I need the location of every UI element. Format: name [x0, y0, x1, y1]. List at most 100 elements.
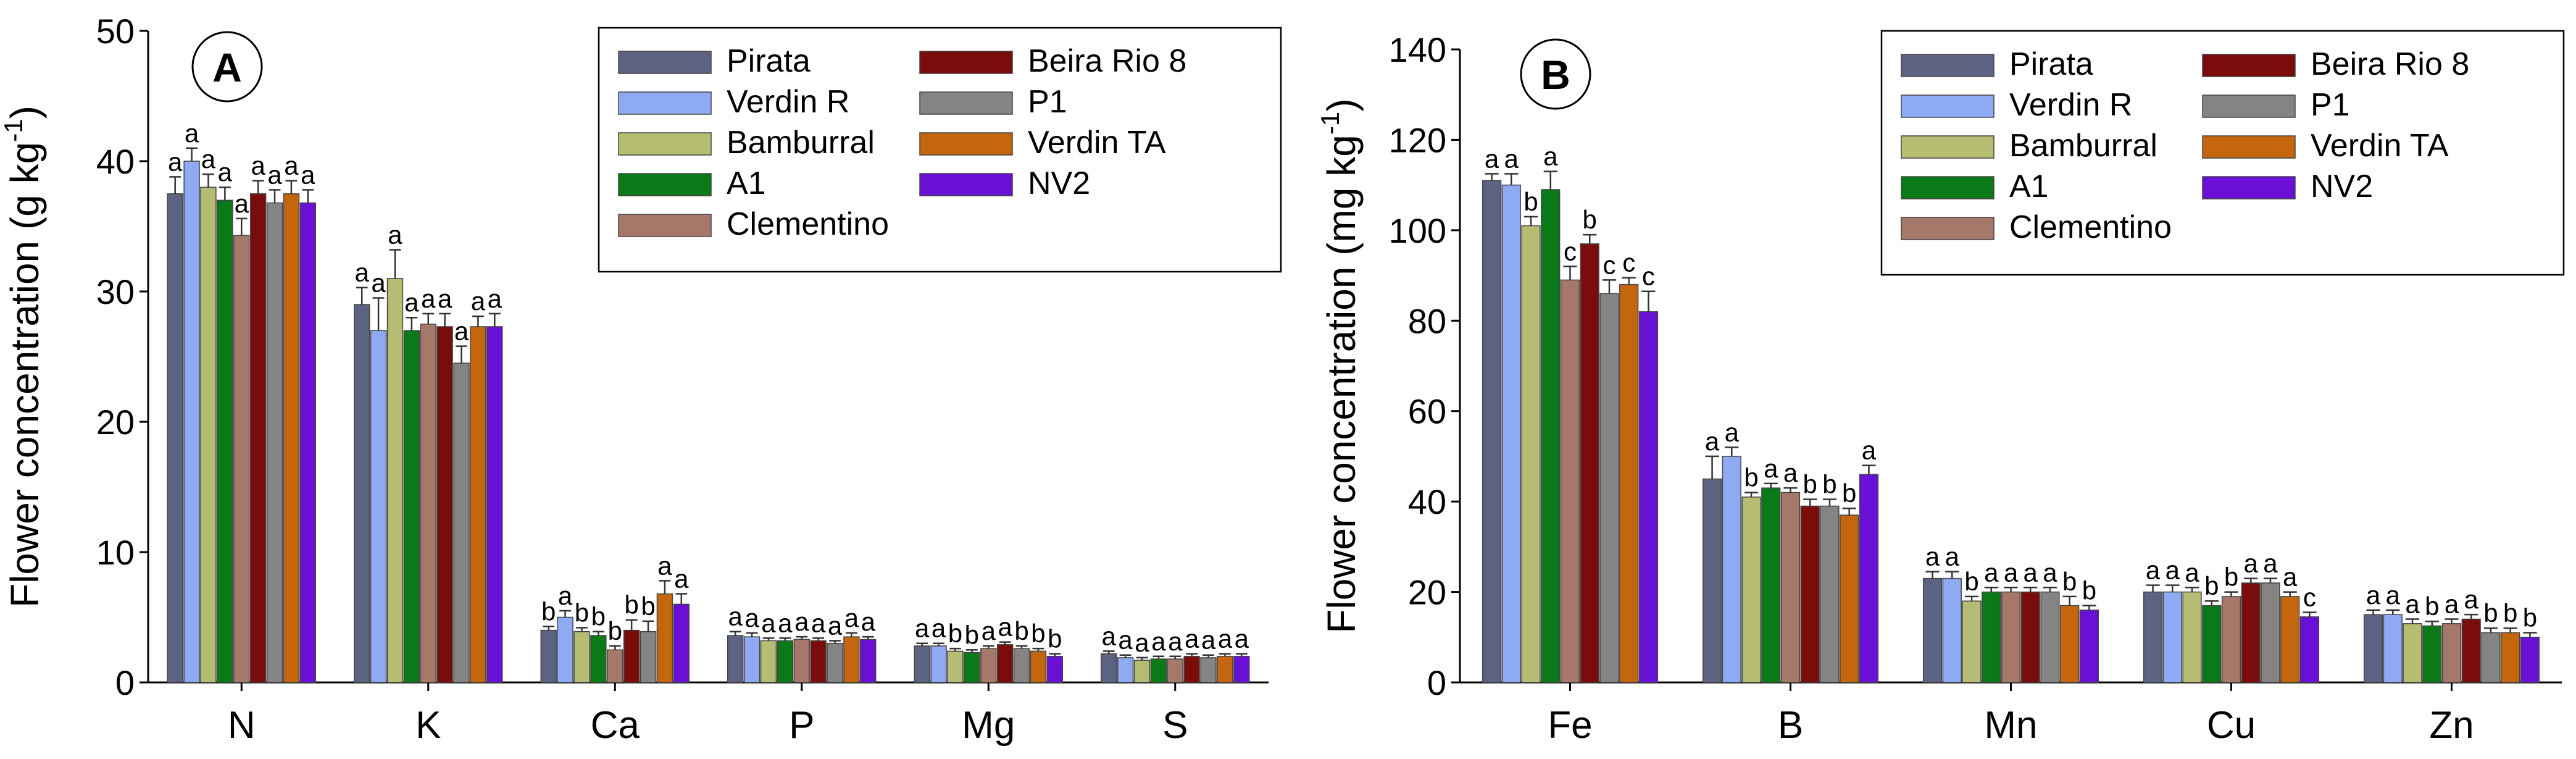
legend-swatch — [618, 51, 712, 74]
y-tick-label: 140 — [1389, 30, 1446, 69]
legend-swatch — [919, 132, 1013, 156]
significance-label: c — [1642, 262, 1655, 291]
significance-label: a — [2405, 590, 2420, 619]
y-tick-label: 40 — [96, 142, 135, 181]
legend-swatch — [618, 91, 712, 115]
significance-label: a — [201, 145, 216, 174]
significance-label: b — [641, 592, 655, 621]
significance-label: a — [2386, 581, 2401, 610]
panel-label: B — [1541, 52, 1570, 98]
significance-label: a — [761, 608, 776, 637]
significance-label: c — [2303, 583, 2316, 612]
significance-label: b — [575, 598, 589, 627]
x-category-label: P — [789, 704, 814, 747]
bar — [1942, 577, 1962, 683]
significance-label: a — [932, 614, 946, 643]
bar — [1560, 279, 1580, 683]
bar — [1761, 487, 1781, 683]
significance-label: a — [1118, 626, 1133, 655]
bar — [1840, 514, 1859, 683]
legend-swatch — [2202, 135, 2296, 159]
significance-label: b — [2483, 598, 2498, 627]
bar — [2001, 591, 2021, 683]
significance-label: a — [861, 607, 876, 636]
panel-label-circle — [191, 31, 263, 103]
legend-label: Bamburral — [727, 125, 875, 161]
bar — [249, 193, 267, 683]
significance-label: b — [2224, 563, 2238, 592]
significance-label: a — [1168, 627, 1183, 656]
y-tick-label: 10 — [96, 533, 135, 572]
bar — [2280, 596, 2300, 683]
significance-label: a — [2043, 558, 2057, 587]
significance-label: a — [1504, 144, 1519, 173]
significance-label: a — [2464, 585, 2479, 614]
significance-label: a — [218, 157, 233, 187]
significance-label: a — [998, 613, 1012, 642]
bar — [623, 629, 640, 683]
bar — [1962, 600, 1982, 683]
bar — [299, 202, 317, 683]
bar — [557, 616, 573, 683]
significance-label: a — [1218, 624, 1233, 653]
bar — [2162, 591, 2182, 683]
y-tick-label: 30 — [96, 272, 135, 311]
bar — [727, 635, 744, 683]
bar — [1780, 492, 1801, 683]
legend-label: Verdin TA — [2311, 128, 2449, 164]
y-axis-title: Flower concentration (mg kg-1) — [1315, 98, 1364, 633]
significance-label: a — [388, 220, 402, 249]
significance-label: a — [371, 269, 386, 298]
significance-label: a — [674, 564, 689, 593]
bar — [947, 650, 964, 683]
bar — [266, 202, 283, 683]
bar — [1521, 225, 1541, 683]
y-tick-label: 20 — [96, 403, 135, 442]
significance-label: a — [2185, 558, 2199, 587]
significance-label: b — [591, 602, 606, 631]
x-category-label: S — [1162, 704, 1188, 747]
significance-label: a — [2445, 590, 2459, 619]
significance-label: a — [2165, 556, 2180, 585]
bar — [1982, 591, 2001, 683]
significance-label: a — [404, 288, 419, 317]
significance-label: b — [541, 597, 556, 626]
legend-label: Pirata — [2009, 46, 2093, 82]
bar — [573, 631, 590, 683]
bar — [354, 304, 370, 683]
bar — [810, 640, 827, 683]
significance-label: b — [2204, 571, 2219, 600]
x-category-label: N — [228, 704, 256, 747]
bar — [980, 648, 997, 683]
significance-label: a — [267, 160, 282, 189]
significance-label: a — [251, 151, 265, 180]
y-tick-label: 80 — [1408, 301, 1446, 340]
bar — [1638, 311, 1659, 683]
y-axis-title: Flower concentration (g kg-1) — [0, 106, 47, 608]
bar — [370, 330, 387, 683]
bar — [1233, 656, 1250, 683]
x-category-label: Cu — [2207, 704, 2256, 747]
significance-label: b — [1524, 187, 1538, 216]
legend-swatch — [1901, 176, 1995, 199]
significance-label: a — [1151, 627, 1166, 656]
bar — [827, 642, 843, 683]
bar — [1117, 657, 1134, 683]
bar — [233, 235, 250, 683]
legend-label: Beira Rio 8 — [2311, 46, 2469, 82]
legend-swatch — [919, 91, 1013, 115]
y-tick-label: 100 — [1389, 211, 1446, 250]
x-category-label: Mg — [962, 704, 1015, 747]
bar — [777, 640, 794, 683]
significance-label: a — [2283, 563, 2298, 592]
significance-label: a — [2004, 558, 2019, 587]
bar — [420, 324, 436, 683]
panel-b-chart: 0 20 40 60 80 100 120 140 Flower concentration (… — [1315, 30, 2565, 747]
bar — [2299, 616, 2320, 683]
bar — [640, 631, 657, 683]
bar — [1820, 505, 1840, 683]
legend-label: Pirata — [727, 43, 811, 79]
significance-label: a — [828, 611, 843, 640]
x-category-label: Ca — [591, 704, 640, 747]
significance-label: a — [1725, 417, 1740, 447]
